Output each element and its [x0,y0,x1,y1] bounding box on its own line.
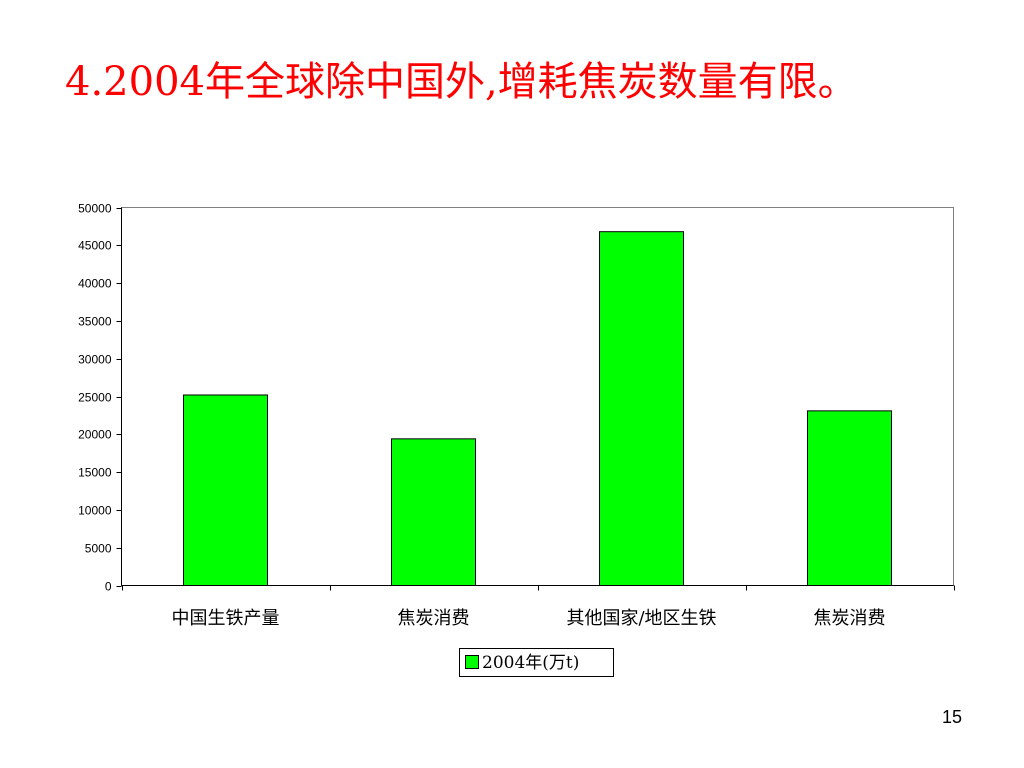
legend-swatch [465,655,479,669]
y-tick-label: 10000 [78,504,112,518]
bar-4 [806,410,893,587]
y-tick-label: 25000 [78,391,112,405]
y-tick-label: 15000 [78,466,112,480]
y-tick-label: 35000 [78,315,112,329]
x-category-label: 中国生铁产量 [172,608,280,629]
y-tick-label: 50000 [78,202,112,216]
legend-box [459,648,614,677]
slide-title: 4.2004年全球除中国外,增耗焦炭数量有限。 [65,59,858,105]
x-category-label: 其他国家/地区生铁 [566,608,716,629]
bar-2 [390,438,477,586]
x-category-label: 焦炭消费 [814,608,886,629]
y-tick-label: 20000 [78,428,112,442]
y-axis: 0 5000 10000 15000 20000 25000 30000 35000 40000… [78,202,122,594]
y-tick-label: 30000 [78,353,112,367]
y-tick-label: 45000 [78,239,112,253]
y-tick-label: 0 [105,580,112,594]
x-category-label: 焦炭消费 [398,608,470,629]
page-number: 15 [941,707,962,727]
bar-3 [598,231,685,587]
legend: 2004年(万t) [459,648,614,677]
y-tick-label: 40000 [78,277,112,291]
x-axis: 中国生铁产量 焦炭消费 其他国家/地区生铁 焦炭消费 [121,585,955,629]
y-tick-label: 5000 [85,542,112,556]
legend-label: 2004年(万t) [482,653,579,673]
bar-1 [182,394,269,586]
bars [182,231,893,587]
